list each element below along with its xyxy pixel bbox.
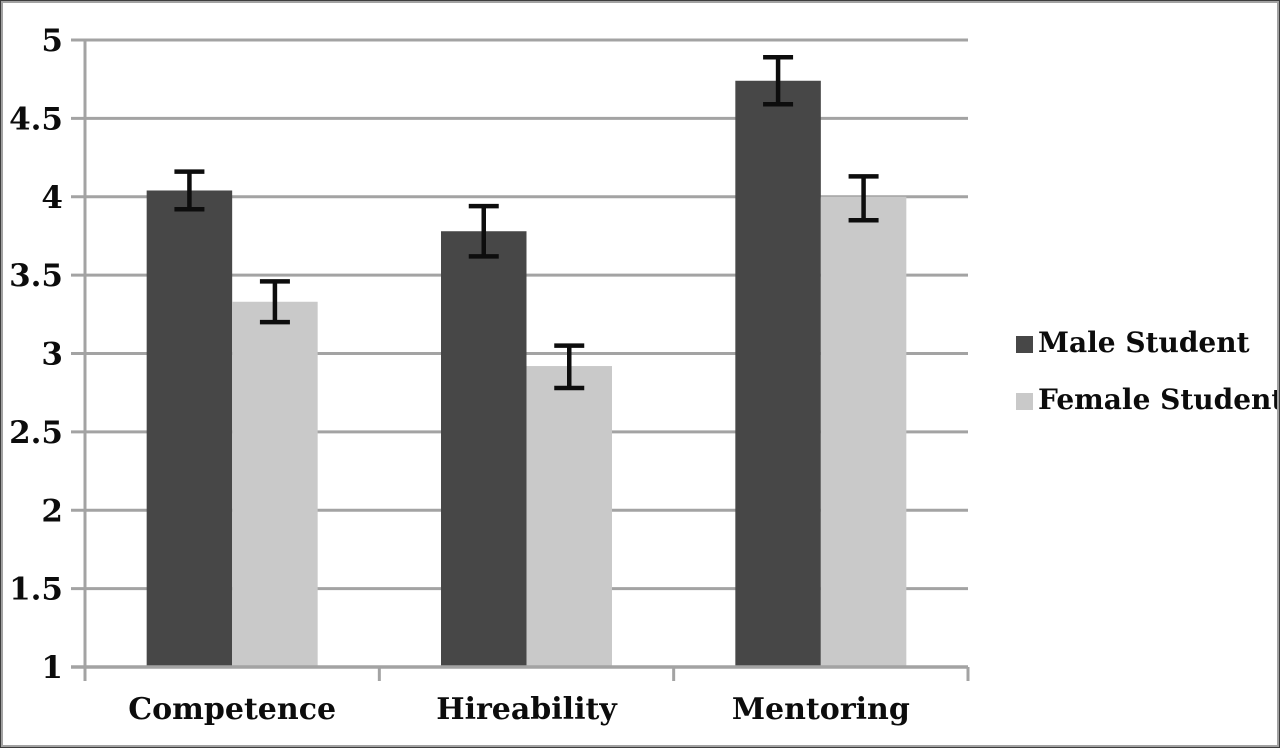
legend-swatch-female-student-icon (1016, 392, 1033, 410)
y-tick-label: 5 (41, 23, 63, 59)
y-tick-label: 3 (41, 337, 63, 373)
x-category-label-mentoring: Mentoring (732, 692, 910, 727)
bar-male-student-mentoring (735, 80, 821, 667)
y-tick-label: 1 (41, 650, 63, 686)
legend-item-male-student: Male Student (1016, 328, 1280, 358)
y-tick-label: 4 (41, 180, 63, 216)
bar-female-student-competence (232, 301, 318, 667)
y-tick-label: 3.5 (9, 258, 63, 294)
legend: Male Student Female Student (1016, 328, 1280, 415)
y-tick-label: 1.5 (9, 572, 63, 608)
bar-male-student-hireability (441, 231, 527, 668)
y-tick-label: 4.5 (9, 101, 63, 137)
y-tick-label: 2 (41, 493, 63, 529)
legend-item-female-student: Female Student (1016, 385, 1280, 415)
x-category-label-competence: Competence (128, 692, 336, 727)
legend-label-female-student: Female Student (1038, 383, 1280, 416)
legend-label-male-student: Male Student (1038, 326, 1250, 359)
bar-male-student-competence (146, 190, 233, 668)
bar-female-student-mentoring (820, 196, 907, 667)
y-tick-label: 2.5 (9, 415, 63, 451)
bar-female-student-hireability (526, 366, 612, 667)
legend-swatch-male-student-icon (1016, 335, 1033, 353)
x-category-label-hireability: Hireability (436, 692, 618, 727)
